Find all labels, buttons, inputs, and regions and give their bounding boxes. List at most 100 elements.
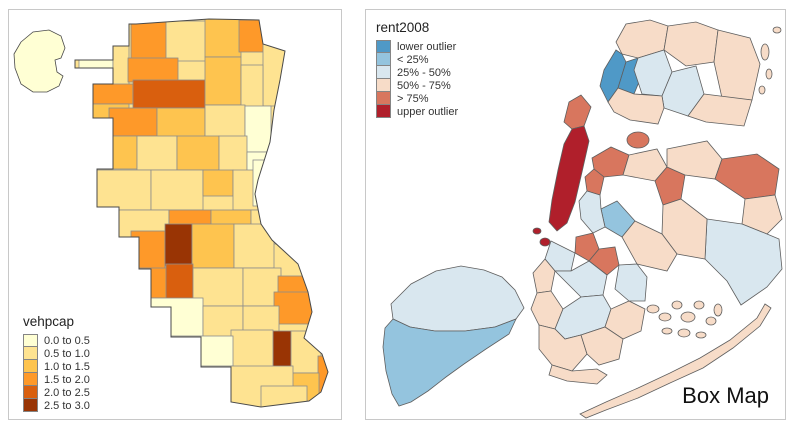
map-region[interactable] (260, 385, 308, 408)
map-region[interactable] (680, 311, 696, 323)
legend-row: 2.5 to 3.0 (23, 399, 90, 412)
legend-swatch (23, 386, 38, 399)
legend-row: 50% - 75% (376, 79, 458, 92)
map-region[interactable] (539, 237, 551, 247)
legend-row: lower outlier (376, 40, 458, 53)
map-region[interactable] (232, 169, 270, 211)
map-region[interactable] (165, 20, 207, 62)
legend-row: 0.5 to 1.0 (23, 347, 90, 360)
legend-rent2008: rent2008 lower outlier < 25% 25% - 50% 50% … (376, 20, 458, 118)
map-region[interactable] (578, 190, 606, 234)
map-region[interactable] (233, 223, 275, 269)
map-region[interactable] (202, 169, 234, 197)
map-region[interactable] (240, 64, 264, 108)
map-region[interactable] (758, 85, 766, 95)
map-region[interactable] (176, 135, 220, 171)
nyc-map-svg (382, 19, 783, 419)
map-region[interactable] (390, 265, 525, 332)
map-region[interactable] (713, 29, 761, 101)
map-region[interactable] (170, 335, 234, 369)
legend-swatch (23, 399, 38, 412)
map-region[interactable] (218, 135, 248, 173)
map-region[interactable] (317, 287, 334, 327)
map-region[interactable] (164, 223, 193, 267)
legend-swatch (376, 105, 391, 118)
legend-swatch (376, 66, 391, 79)
map-region[interactable] (273, 291, 321, 325)
legend-label: < 25% (397, 53, 429, 66)
legend-row: 25% - 50% (376, 66, 458, 79)
legend-label: lower outlier (397, 40, 457, 53)
map-region[interactable] (204, 104, 246, 140)
map-region[interactable] (204, 19, 242, 58)
legend-swatch (376, 79, 391, 92)
legend-row: 0.0 to 0.5 (23, 334, 90, 347)
map-region[interactable] (262, 43, 288, 107)
legend-label: 2.0 to 2.5 (44, 386, 90, 399)
map-region[interactable] (200, 365, 234, 405)
map-region[interactable] (150, 169, 204, 211)
legend-row: 2.0 to 2.5 (23, 386, 90, 399)
map-region[interactable] (646, 304, 660, 314)
legend-title: vehpcap (23, 314, 75, 329)
map-region[interactable] (563, 94, 592, 130)
legend-label: 0.5 to 1.0 (44, 347, 90, 360)
map-region[interactable] (661, 327, 673, 335)
legend-label: upper outlier (397, 105, 459, 118)
map-region[interactable] (156, 107, 206, 141)
map-region[interactable] (317, 355, 341, 395)
map-region[interactable] (92, 83, 134, 105)
map-region[interactable] (705, 316, 717, 326)
legend-row: 1.5 to 2.0 (23, 373, 90, 386)
map-region[interactable] (614, 263, 648, 302)
legend-items: lower outlier < 25% 25% - 50% 50% - 75% > 75… (376, 40, 458, 118)
map-region[interactable] (693, 300, 705, 310)
map-region[interactable] (260, 189, 284, 223)
map-region[interactable] (13, 29, 66, 93)
map-region[interactable] (772, 26, 782, 34)
map-region[interactable] (532, 227, 542, 235)
map-region[interactable] (765, 68, 773, 80)
map-region[interactable] (382, 318, 517, 407)
map-region[interactable] (654, 166, 686, 206)
map-region[interactable] (136, 135, 178, 171)
map-region[interactable] (741, 194, 783, 235)
map-region[interactable] (132, 79, 206, 109)
map-region[interactable] (579, 303, 772, 419)
map-region[interactable] (621, 220, 678, 272)
map-region[interactable] (96, 135, 138, 170)
map-region[interactable] (204, 56, 242, 106)
legend-label: 1.5 to 2.0 (44, 373, 90, 386)
map-region[interactable] (671, 300, 683, 310)
map-region[interactable] (96, 169, 152, 211)
map-region[interactable] (713, 303, 723, 317)
map-region[interactable] (112, 45, 130, 87)
map-region[interactable] (108, 107, 158, 137)
map-region[interactable] (191, 223, 235, 269)
legend-swatch (23, 334, 38, 347)
map-region[interactable] (714, 153, 780, 200)
chicago-map-panel: vehpcap 0.0 to 0.5 0.5 to 1.0 1.0 to 1.5 1.… (8, 9, 342, 420)
map-region[interactable] (695, 331, 707, 339)
map-region[interactable] (580, 326, 624, 366)
map-region[interactable] (548, 125, 590, 232)
map-region[interactable] (658, 312, 672, 322)
map-region[interactable] (677, 328, 691, 338)
map-region[interactable] (588, 246, 620, 276)
map-region[interactable] (663, 21, 719, 67)
map-region[interactable] (127, 57, 179, 83)
map-region[interactable] (687, 93, 753, 127)
legend-row: 1.0 to 1.5 (23, 360, 90, 373)
map-region[interactable] (626, 131, 650, 149)
legend-row: > 75% (376, 92, 458, 105)
legend-label: 1.0 to 1.5 (44, 360, 90, 373)
map-region[interactable] (244, 105, 272, 153)
map-region[interactable] (607, 87, 665, 125)
map-region[interactable] (150, 297, 204, 339)
legend-label: 2.5 to 3.0 (44, 399, 90, 412)
map-region[interactable] (290, 330, 322, 374)
map-region[interactable] (760, 43, 770, 61)
map-region[interactable] (704, 218, 783, 306)
map-region[interactable] (548, 364, 608, 385)
